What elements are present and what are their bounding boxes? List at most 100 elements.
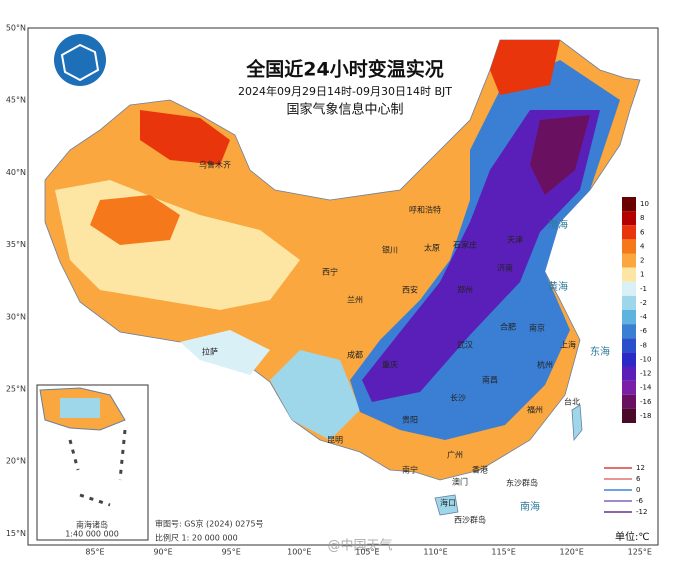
sea-label: 南海 <box>520 500 540 513</box>
legend-line-label: 6 <box>636 475 641 483</box>
legend-label: 6 <box>640 228 645 236</box>
region-cool-tibet <box>180 330 270 375</box>
legend-label: -4 <box>640 313 648 321</box>
city-label: 海口 <box>440 498 456 508</box>
city-label: 成都 <box>347 350 363 360</box>
sea-label: 东海 <box>590 345 610 358</box>
china-map <box>44 39 641 516</box>
city-label: 东沙群岛 <box>506 478 538 488</box>
inset-border <box>68 429 127 507</box>
city-label: 上海 <box>560 340 576 350</box>
legend-line-label: -12 <box>636 508 647 516</box>
legend-swatch <box>622 352 636 367</box>
inset-scale: 1:40 000 000 <box>65 530 119 539</box>
city-label: 银川 <box>382 245 398 255</box>
city-label: 澳门 <box>452 477 468 487</box>
producer: 国家气象信息中心制 <box>286 102 403 118</box>
inset-title: 南海诸岛 <box>76 520 108 530</box>
lon-label: 85°E <box>85 548 104 557</box>
lat-label: 30°N <box>6 312 26 321</box>
region-hot-ne <box>490 40 560 95</box>
legend-label: -16 <box>640 398 652 406</box>
lat-label: 50°N <box>6 24 26 33</box>
city-label: 福州 <box>527 406 543 415</box>
city-label: 杭州 <box>537 360 553 370</box>
lat-label: 20°N <box>6 457 26 466</box>
inset: 南海诸岛 1:40 000 000 <box>36 384 149 541</box>
region-cool-sw <box>270 350 360 440</box>
city-label: 武汉 <box>457 340 473 350</box>
legend-swatch <box>622 394 636 409</box>
legend-swatch <box>622 366 636 381</box>
logo <box>54 34 106 86</box>
lon-label: 105°E <box>355 548 379 557</box>
legend-label: -6 <box>640 327 648 335</box>
legend-line-label: -6 <box>636 497 644 505</box>
legend-label: 1 <box>640 271 644 279</box>
city-label: 西安 <box>402 285 418 295</box>
legend-swatch <box>622 408 636 423</box>
legend-label: -14 <box>640 384 652 392</box>
lon-label: 120°E <box>560 548 584 557</box>
lon-label: 125°E <box>628 548 652 557</box>
city-label: 拉萨 <box>202 347 218 357</box>
legend-swatch <box>622 324 636 339</box>
legend-label: 8 <box>640 214 644 222</box>
unit-label: 单位:℃ <box>615 530 650 543</box>
legend-swatch <box>622 211 636 226</box>
city-label: 兰州 <box>347 295 363 305</box>
city-label: 长沙 <box>450 393 466 403</box>
lon-label: 110°E <box>423 548 447 557</box>
city-label: 台北 <box>564 397 580 407</box>
city-label: 郑州 <box>457 285 473 295</box>
lat-label: 40°N <box>6 168 26 177</box>
lat-label: 35°N <box>6 240 26 249</box>
city-label: 太原 <box>424 243 440 253</box>
lon-label: 95°E <box>222 548 241 557</box>
city-label: 乌鲁木齐 <box>199 160 231 170</box>
logo-net <box>60 43 100 82</box>
legend-swatch <box>622 239 636 254</box>
legend-label: -8 <box>640 341 647 349</box>
legend-swatch <box>622 310 636 325</box>
legend-swatch <box>622 338 636 353</box>
city-label: 南京 <box>529 323 545 333</box>
inset-cool <box>60 398 100 418</box>
lon-label: 100°E <box>287 548 311 557</box>
sea-label: 黄海 <box>548 280 568 293</box>
legend-label: -2 <box>640 299 647 307</box>
city-label: 西宁 <box>322 267 338 277</box>
legend-line-label: 12 <box>636 464 645 472</box>
city-label: 天津 <box>507 235 523 245</box>
legend-label: 10 <box>640 200 649 208</box>
legend-label: -10 <box>640 355 651 363</box>
lat-label: 45°N <box>6 96 26 105</box>
lat-label: 15°N <box>6 529 26 538</box>
city-label: 广州 <box>447 450 463 460</box>
legend-swatch <box>622 225 636 240</box>
legend-label: -18 <box>640 412 651 420</box>
city-label: 香港 <box>472 465 488 475</box>
city-label: 合肥 <box>500 322 516 332</box>
city-label: 石家庄 <box>453 240 477 250</box>
hainan <box>434 494 459 516</box>
legend-swatch <box>622 267 636 282</box>
logo-circle <box>54 34 106 86</box>
watermark: @中国天气 <box>327 538 392 554</box>
legend-line-label: 0 <box>636 486 640 494</box>
city-label: 昆明 <box>327 436 343 445</box>
legend-label: -1 <box>640 285 647 293</box>
sea-label: 渤海 <box>548 218 568 231</box>
approval-number: 审图号: GS京 (2024) 0275号 <box>155 519 264 529</box>
city-label: 西沙群岛 <box>454 515 486 525</box>
map-scale: 比例尺 1: 20 000 000 <box>155 533 238 543</box>
title: 全国近24小时变温实况 <box>245 58 443 81</box>
lat-label: 25°N <box>6 385 26 394</box>
taiwan <box>571 404 583 442</box>
city-label: 南昌 <box>482 375 498 385</box>
legend-swatch <box>622 197 636 212</box>
city-label: 济南 <box>497 263 513 273</box>
region-coldest <box>530 115 590 195</box>
region-warm <box>90 195 180 245</box>
legend-swatch <box>622 295 636 310</box>
